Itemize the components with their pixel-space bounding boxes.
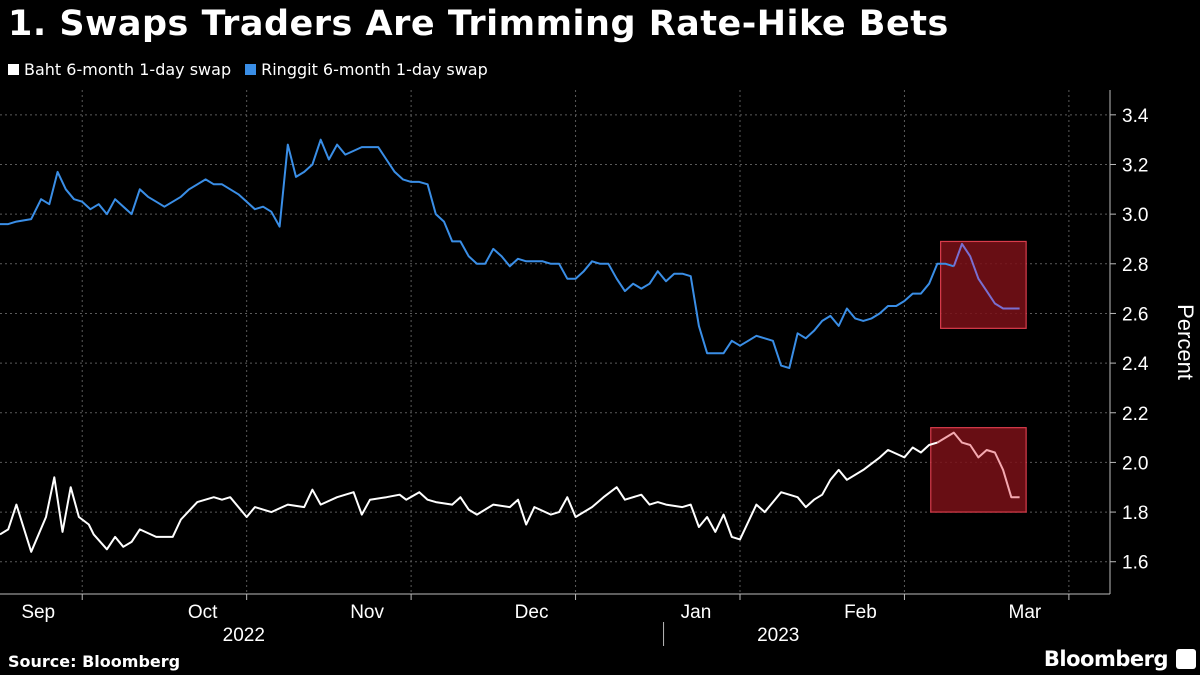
legend-item-ringgit: Ringgit 6-month 1-day swap <box>245 60 488 79</box>
x-tick-label: Jan <box>681 602 712 623</box>
highlight-box <box>930 427 1027 513</box>
series-tail-baht <box>936 431 1020 499</box>
x-tick-label: Mar <box>1009 602 1042 623</box>
legend-label-baht: Baht 6-month 1-day swap <box>24 60 232 79</box>
bloomberg-logo: Bloomberg <box>1043 647 1169 671</box>
legend-swatch-ringgit <box>245 64 257 75</box>
y-tick-label: 2.6 <box>1122 304 1148 325</box>
series-line-baht <box>0 441 938 553</box>
source-note: Source: Bloomberg <box>8 652 181 671</box>
y-tick-label: 3.2 <box>1122 155 1148 176</box>
y-tick-label: 3.4 <box>1122 106 1149 127</box>
y-tick-label: 1.6 <box>1122 553 1148 574</box>
legend: Baht 6-month 1-day swap Ringgit 6-month … <box>8 60 488 79</box>
series-line-ringgit <box>0 138 955 370</box>
y-tick-label: 2.4 <box>1122 354 1149 375</box>
y-tick-label: 2.0 <box>1122 453 1148 474</box>
legend-label-ringgit: Ringgit 6-month 1-day swap <box>261 60 488 79</box>
year-label: 2023 <box>757 625 799 646</box>
legend-swatch-baht <box>8 64 19 75</box>
x-tick-label: Feb <box>844 602 877 623</box>
legend-item-baht: Baht 6-month 1-day swap <box>8 60 231 79</box>
bloomberg-terminal-icon <box>1176 649 1196 669</box>
chart-title: 1. Swaps Traders Are Trimming Rate-Hike … <box>8 4 949 44</box>
x-tick-label: Oct <box>188 602 218 623</box>
y-axis-title: Percent <box>1173 304 1198 380</box>
y-tick-label: 2.8 <box>1122 255 1148 276</box>
series-tail-ringgit <box>952 242 1020 310</box>
x-tick-label: Sep <box>21 602 55 623</box>
x-tick-label: Nov <box>350 602 384 623</box>
y-tick-label: 1.8 <box>1122 503 1148 524</box>
year-label: 2022 <box>223 625 265 646</box>
y-tick-label: 2.2 <box>1122 404 1148 425</box>
y-tick-label: 3.0 <box>1122 205 1148 226</box>
x-tick-label: Dec <box>515 602 549 623</box>
